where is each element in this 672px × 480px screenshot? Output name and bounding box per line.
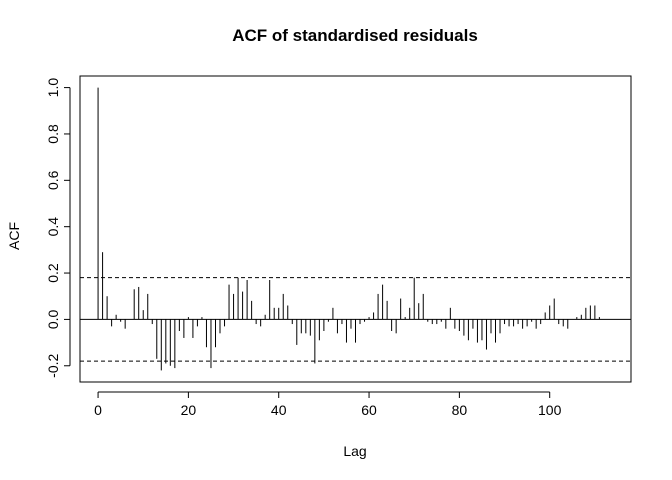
y-tick-label: 0.6 (45, 170, 61, 190)
x-tick-label: 20 (181, 402, 197, 418)
x-axis: 0 20 40 60 80 100 (94, 391, 562, 418)
plot-area (79, 75, 632, 383)
chart-title: ACF of standardised residuals (232, 26, 478, 45)
y-axis: -0.2 0.0 0.2 0.4 0.6 0.8 1.0 (45, 78, 71, 378)
x-tick-label: 60 (361, 402, 377, 418)
y-tick-label: 0.4 (45, 217, 61, 237)
y-tick-label: 0.8 (45, 124, 61, 144)
plot-frame (79, 75, 632, 383)
x-tick-label: 80 (452, 402, 468, 418)
y-tick-label: -0.2 (45, 353, 61, 377)
y-tick-label: 0.0 (45, 309, 61, 329)
x-tick-label: 40 (271, 402, 287, 418)
y-axis-label: ACF (6, 222, 22, 250)
x-tick-label: 100 (538, 402, 562, 418)
y-tick-label: 0.2 (45, 263, 61, 283)
x-axis-label: Lag (343, 443, 366, 459)
x-tick-label: 0 (94, 402, 102, 418)
y-tick-label: 1.0 (45, 78, 61, 98)
